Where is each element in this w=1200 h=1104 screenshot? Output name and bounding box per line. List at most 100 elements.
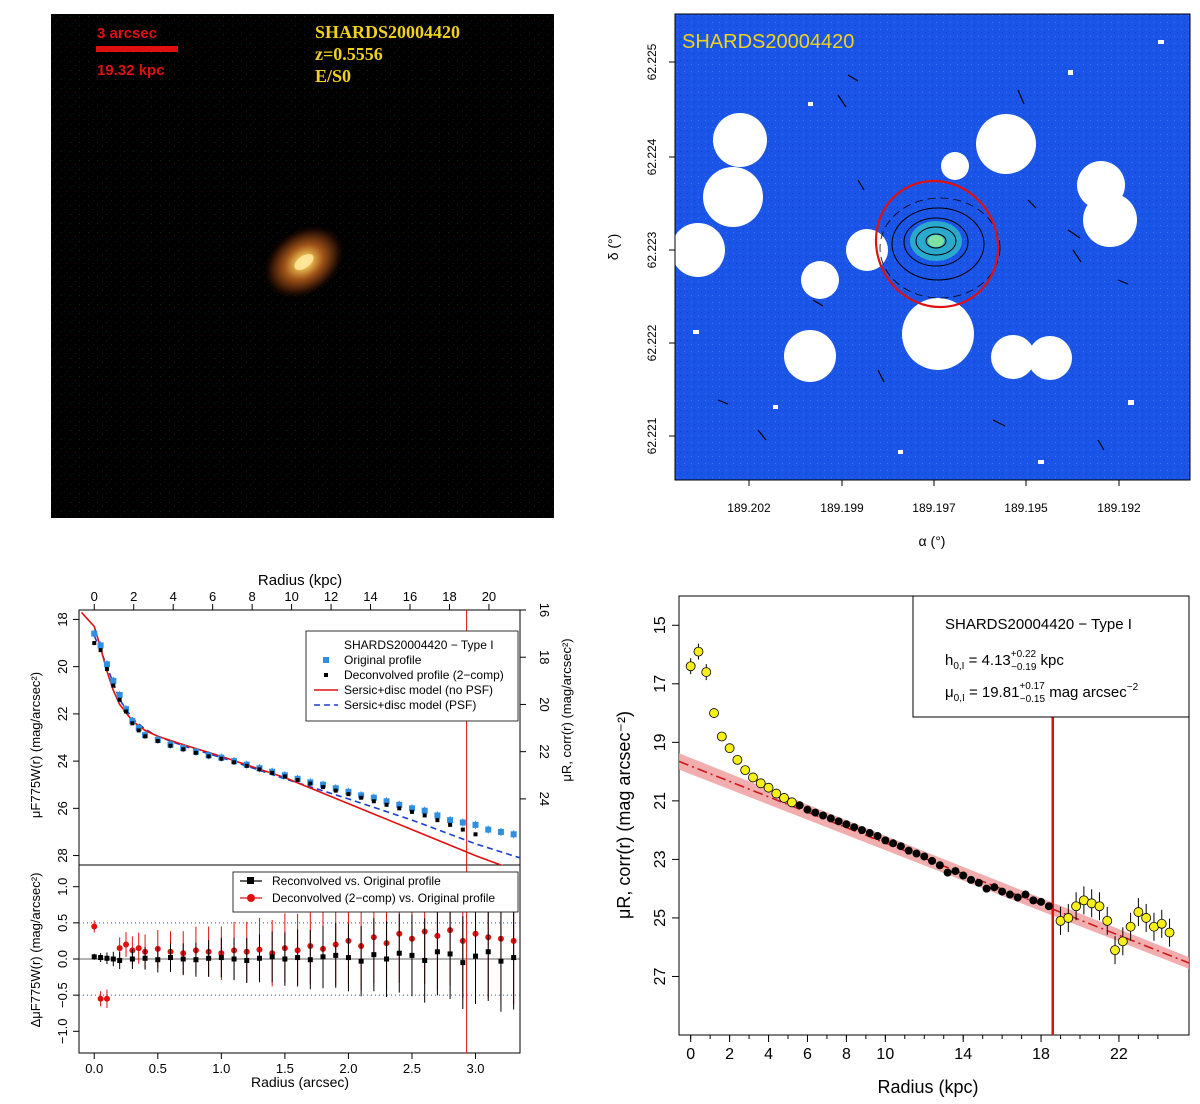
excluded-point: [709, 708, 719, 718]
bottom-x-tick-label: 2.5: [403, 1061, 421, 1076]
reconv-res-point: [434, 949, 440, 955]
reconv-res-point: [396, 950, 402, 956]
deconvolved-point: [308, 781, 313, 786]
reconv-res-point: [295, 955, 301, 961]
map-y-tick-label: 62.225: [645, 43, 659, 80]
excluded-point: [1141, 913, 1152, 923]
reconv-res-point: [129, 956, 135, 962]
reconv-res-point: [117, 957, 123, 963]
deconvolved-point: [321, 785, 326, 790]
fit-legend-h: h0,I = 4.13+0.22 −0.19 kpc: [945, 649, 1064, 673]
deconv-res-point: [116, 945, 123, 952]
fitted-point: [935, 861, 944, 870]
residual-y-tick-label: 0.0: [55, 950, 70, 968]
top-axis-tick-label: 0: [91, 589, 98, 604]
reconv-res-point: [269, 954, 275, 960]
excluded-point: [748, 772, 758, 783]
legend-deconv-res: Deconvolved (2−comp) vs. Original profil…: [272, 891, 495, 905]
fitted-point: [998, 887, 1007, 896]
deconvolved-point: [270, 770, 275, 775]
fitted-point: [1029, 896, 1038, 905]
scale-bar-arcsec-label: 3 arcsec: [97, 25, 157, 42]
galaxy-image-panel: 3 arcsec 19.32 kpc SHARDS20004420 z=0.55…: [51, 14, 554, 518]
masked-source: [703, 167, 763, 227]
scale-bar: [96, 46, 178, 52]
map-x-tick-label: 189.197: [912, 501, 956, 515]
original-point: [358, 792, 365, 799]
bottom-x-tick-label: 3.0: [466, 1061, 484, 1076]
fitted-point: [819, 811, 828, 820]
residual-y-tick-label: −0.5: [55, 982, 70, 1008]
fitted-point: [896, 842, 905, 851]
reconv-res-point: [168, 955, 174, 961]
fit-y-tick-label: 15: [652, 616, 669, 634]
fit-x-tick-label: 0: [686, 1046, 695, 1063]
reconv-res-point: [460, 960, 466, 966]
deconvolved-point: [244, 763, 249, 768]
excluded-point: [693, 646, 704, 657]
excluded-point: [755, 778, 766, 789]
legend-reconvolved: Reconvolved vs. Original profile: [272, 874, 441, 888]
fitted-point: [811, 808, 820, 817]
right-axis-tick-label: 22: [537, 744, 552, 758]
fitted-point: [904, 846, 913, 855]
left-axis-tick-label: 20: [55, 659, 70, 673]
map-y-tick-label: 62.224: [645, 138, 659, 175]
fitted-point: [1044, 902, 1053, 911]
map-x-tick-label: 189.192: [1097, 501, 1141, 515]
residual-y-tick-label: 0.5: [55, 914, 70, 932]
deconvolved-point: [422, 813, 427, 818]
deconvolved-point: [282, 774, 287, 779]
fitted-point: [920, 852, 929, 861]
original-point: [103, 661, 110, 668]
legend-model-nopsf: Sersic+disc model (no PSF): [344, 683, 493, 697]
deconvolved-point: [92, 641, 97, 646]
isophote-contour: [915, 226, 957, 256]
reconv-res-point: [282, 956, 288, 962]
deconvolved-point: [460, 827, 465, 832]
map-y-tick-label: 62.222: [645, 324, 659, 361]
deconvolved-point: [206, 754, 211, 759]
reconv-res-point: [91, 954, 97, 960]
deconvolved-point: [384, 802, 389, 807]
fitted-point: [912, 849, 921, 858]
reconv-res-point: [371, 952, 377, 958]
aperture-ellipse: [874, 179, 1000, 309]
reconv-res-point: [218, 955, 224, 961]
fitted-point: [803, 805, 812, 814]
morphology-label: E/S0: [315, 66, 351, 86]
fit-y-tick-label: 25: [652, 909, 669, 927]
fit-y-tick-label: 23: [652, 850, 669, 868]
masked-source: [1028, 336, 1072, 380]
excluded-point: [740, 765, 751, 776]
reconv-res-point: [409, 952, 415, 958]
deconvolved-point: [130, 721, 135, 726]
isophote-contour: [879, 197, 1001, 299]
map-title: SHARDS20004420: [682, 31, 854, 53]
masked-source: [846, 229, 888, 271]
map-x-tick-label: 189.202: [727, 501, 771, 515]
deconvolved-point: [295, 778, 300, 782]
map-y-label: δ (°): [605, 234, 621, 261]
excluded-point: [1102, 915, 1113, 926]
fitted-point: [1013, 893, 1022, 902]
fit-x-tick-label: 22: [1110, 1046, 1128, 1063]
map-frame: [674, 13, 1191, 481]
deconvolved-point: [371, 799, 376, 804]
deconv-res-point: [103, 995, 110, 1002]
excluded-point: [1110, 945, 1120, 956]
map-x-tick-label: 189.199: [820, 501, 864, 515]
map-y-tick-label: 62.223: [645, 231, 659, 268]
deconvolved-point: [435, 818, 440, 823]
isophote-contour: [925, 233, 947, 249]
deconvolved-point: [473, 832, 478, 837]
original-point: [408, 805, 415, 812]
excluded-point: [1094, 901, 1105, 912]
legend-original: Original profile: [344, 653, 422, 667]
bottom-x-tick-label: 2.0: [339, 1061, 357, 1076]
deconvolved-point: [143, 734, 148, 739]
original-point: [370, 794, 377, 801]
fit-y-label: μR, corr(r) (mag arcsec⁻²): [614, 711, 634, 919]
fit-x-tick-label: 4: [764, 1046, 773, 1063]
fit-x-tick-label: 8: [842, 1046, 851, 1063]
